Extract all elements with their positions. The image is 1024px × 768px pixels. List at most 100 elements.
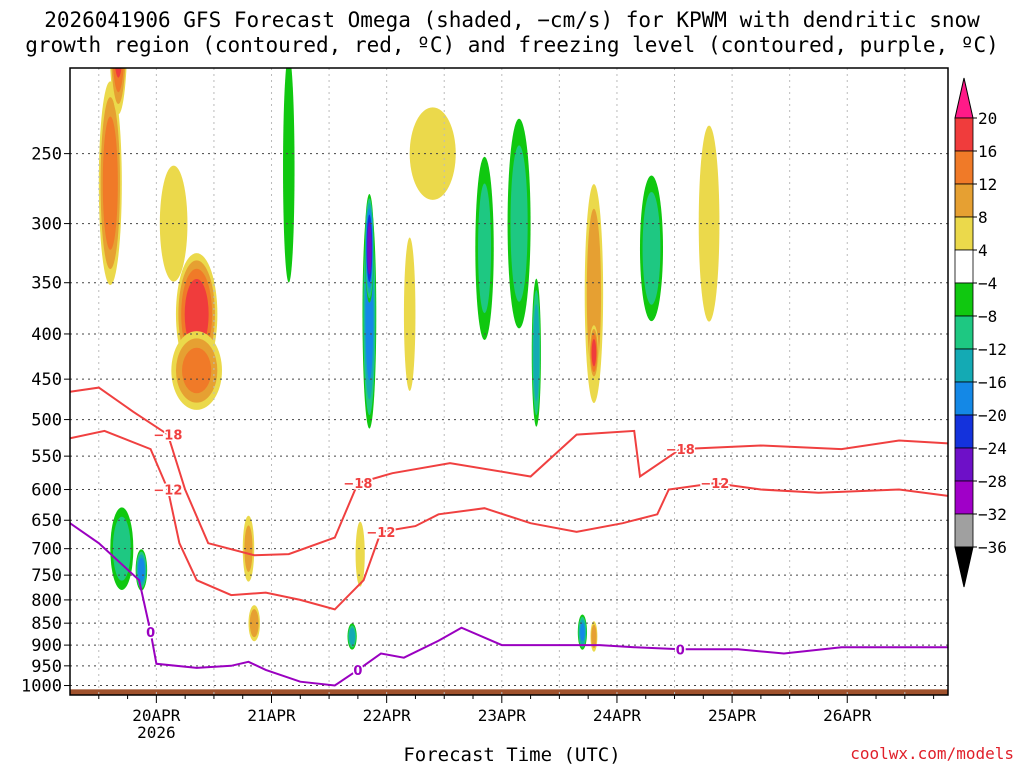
contour-line xyxy=(70,386,948,557)
y-tick-label: 350 xyxy=(31,274,62,294)
omega-shade xyxy=(510,145,528,302)
y-tick-label: 900 xyxy=(31,636,62,656)
omega-shade xyxy=(283,68,295,283)
colorbar-segment xyxy=(954,117,974,152)
colorbar-label: −28 xyxy=(978,472,1007,491)
x-tick-label: 22APR xyxy=(363,706,412,725)
omega-shade xyxy=(349,627,356,646)
omega-shade xyxy=(102,116,118,250)
colorbar-segment xyxy=(954,282,974,317)
y-tick-label: 500 xyxy=(31,411,62,431)
contour-label: −18 xyxy=(666,443,695,458)
y-tick-label: 600 xyxy=(31,481,62,501)
colorbar-segment xyxy=(954,150,974,185)
omega-shade xyxy=(249,609,259,638)
colorbar-label: −20 xyxy=(978,406,1007,425)
chart-title-line-2: growth region (contoured, red, ºC) and f… xyxy=(25,33,999,57)
y-tick-label: 1000 xyxy=(21,677,62,697)
y-tick-label: 850 xyxy=(31,614,62,634)
y-tick-label: 750 xyxy=(31,566,62,586)
omega-cell xyxy=(135,549,148,591)
x-tick-label: 23APR xyxy=(478,706,527,725)
omega-cell xyxy=(698,125,720,322)
omega-shade xyxy=(403,237,416,392)
omega-cell xyxy=(347,623,357,650)
colorbar-segment xyxy=(954,183,974,218)
y-tick-label: 950 xyxy=(31,657,62,677)
omega-shade xyxy=(591,338,597,367)
omega-shade xyxy=(184,279,209,350)
colorbar-segment xyxy=(954,216,974,251)
contour-label: −18 xyxy=(153,429,182,444)
contour-label: −12 xyxy=(700,477,729,492)
x-tick-label: 20APR xyxy=(132,706,181,725)
omega-field xyxy=(98,68,720,652)
colorbar-label: −4 xyxy=(978,274,997,293)
colorbar-label: 20 xyxy=(978,109,997,128)
chart-title-line-1: 2026041906 GFS Forecast Omega (shaded, −… xyxy=(44,8,980,32)
omega-shade xyxy=(115,68,122,78)
omega-shade xyxy=(478,183,492,314)
colorbar-label: 4 xyxy=(978,241,988,260)
colorbar: 20 16 12 8 4 −4 −8 −12 −16 −20 −24 −28 −32 −36 xyxy=(954,77,1007,588)
x-tick-label: 21APR xyxy=(247,706,296,725)
y-axis: 2503003504004505005506006507007508008509… xyxy=(21,145,70,697)
contour-label: −12 xyxy=(153,484,182,499)
omega-shade xyxy=(244,525,253,572)
x-axis-label: Forecast Time (UTC) xyxy=(403,744,621,766)
omega-shade xyxy=(533,304,540,402)
y-tick-label: 800 xyxy=(31,591,62,611)
x-tick-label: 24APR xyxy=(593,706,642,725)
omega-cell xyxy=(171,331,222,410)
omega-shade xyxy=(182,347,212,394)
omega-cell xyxy=(110,68,127,115)
y-tick-label: 400 xyxy=(31,325,62,345)
omega-shade xyxy=(112,516,131,581)
omega-cell xyxy=(248,605,260,642)
contour-line xyxy=(70,522,948,687)
contour-label: −12 xyxy=(366,526,395,541)
colorbar-label: 16 xyxy=(978,142,997,161)
omega-cell xyxy=(355,521,365,587)
omega-cell xyxy=(364,194,374,303)
x-tick-sublabel: 2026 xyxy=(137,723,176,742)
omega-cell xyxy=(475,156,494,340)
omega-shade xyxy=(355,521,365,587)
ground-surface xyxy=(70,689,948,695)
y-tick-label: 450 xyxy=(31,370,62,390)
y-tick-label: 550 xyxy=(31,447,62,467)
plot-frame xyxy=(69,67,949,696)
omega-shade xyxy=(698,125,720,322)
colorbar-segment xyxy=(954,249,974,284)
contour-label: 0 xyxy=(146,626,155,641)
omega-shade xyxy=(591,624,597,649)
colorbar-segment xyxy=(954,414,974,449)
grid xyxy=(70,68,948,695)
x-tick-label: 26APR xyxy=(823,706,872,725)
y-tick-label: 650 xyxy=(31,511,62,531)
omega-shade xyxy=(113,68,124,93)
credit-link[interactable]: coolwx.com/models xyxy=(850,744,1014,763)
contour-label: 0 xyxy=(353,664,362,679)
y-tick-label: 700 xyxy=(31,540,62,560)
contour-label: 0 xyxy=(676,643,685,658)
colorbar-segment xyxy=(954,348,974,383)
colorbar-label: −8 xyxy=(978,307,997,326)
omega-cell xyxy=(403,237,416,392)
omega-cell xyxy=(639,175,664,322)
omega-cell xyxy=(283,68,295,283)
omega-cell xyxy=(590,621,598,652)
colorbar-label: −32 xyxy=(978,505,1007,524)
colorbar-segment xyxy=(954,381,974,416)
contour-label: −18 xyxy=(343,477,372,492)
contour-freezing-level: 0 0 0 xyxy=(70,522,948,687)
contour-dgz-minus18: −18 −18 −18 xyxy=(70,386,948,557)
omega-cell xyxy=(531,278,541,427)
omega-cell xyxy=(98,81,122,285)
omega-cell xyxy=(589,325,599,381)
x-tick-label: 25APR xyxy=(708,706,757,725)
omega-shade xyxy=(367,222,372,275)
colorbar-segment xyxy=(954,315,974,350)
